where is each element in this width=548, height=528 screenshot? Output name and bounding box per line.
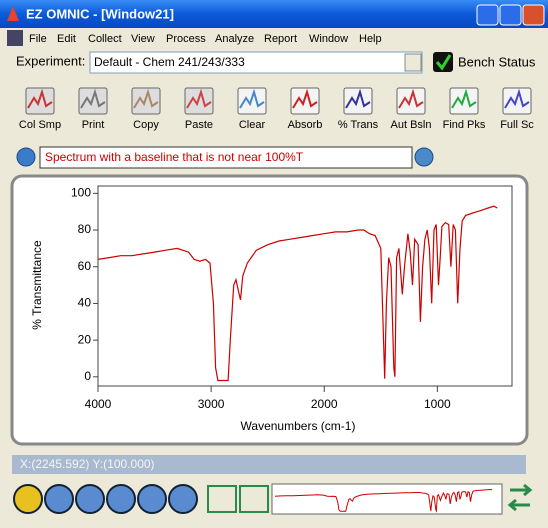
menu-item[interactable]: File (29, 33, 47, 45)
window-title: EZ OMNIC - [Window21] (26, 6, 174, 21)
view-tool[interactable] (13, 484, 43, 514)
close-button[interactable] (522, 4, 545, 26)
status-bar (12, 455, 526, 474)
view-tool[interactable] (168, 484, 198, 514)
minimize-button[interactable] (476, 4, 499, 26)
experiment-value: Default - Chem 241/243/333 (94, 55, 245, 69)
menu-item[interactable]: Collect (88, 33, 122, 45)
tool-glyph (239, 88, 265, 109)
y-tick-label: 20 (78, 332, 92, 346)
tool-glyph (292, 88, 318, 109)
y-tick-label: 60 (78, 259, 92, 273)
x-tick-label: 1000 (424, 397, 451, 411)
x-tick-label: 4000 (85, 397, 112, 411)
menu-item[interactable]: Help (359, 33, 382, 45)
tool-glyph (27, 88, 53, 109)
view-tool[interactable] (137, 484, 167, 514)
tool-label[interactable]: Full Sc (500, 119, 534, 131)
y-tick-label: 100 (71, 186, 91, 200)
tool-label[interactable]: Col Smp (19, 119, 61, 131)
tool-label[interactable]: Absorb (288, 119, 323, 131)
dropdown-arrow[interactable] (404, 53, 422, 72)
overview-line (274, 488, 493, 513)
tool-label[interactable]: Clear (239, 119, 266, 131)
tool-label[interactable]: Aut Bsln (391, 119, 432, 131)
tool-glyph (186, 88, 212, 109)
menu-item[interactable]: Analyze (215, 33, 254, 45)
y-tick-label: 40 (78, 296, 92, 310)
plot-frame (97, 185, 513, 387)
title-bar (0, 0, 548, 28)
x-axis-label: Wavenumbers (cm-1) (241, 419, 356, 433)
menu-item[interactable]: Window (309, 33, 348, 45)
filter-icon[interactable] (414, 147, 434, 167)
app-icon (7, 6, 19, 21)
view-tool[interactable] (44, 484, 74, 514)
info-text: Spectrum with a baseline that is not nea… (45, 150, 304, 164)
view-tool[interactable] (75, 484, 105, 514)
tool-glyph (80, 88, 106, 109)
bench-check (435, 54, 452, 71)
y-axis-label: % Transmittance (30, 240, 44, 330)
tool-glyph (504, 88, 530, 109)
menu-item[interactable]: Report (264, 33, 297, 45)
menu-item[interactable]: Edit (57, 33, 76, 45)
tool-glyph (345, 88, 371, 109)
maximize-button[interactable] (499, 4, 522, 26)
menu-item[interactable]: Process (166, 33, 206, 45)
tool-label[interactable]: % Trans (338, 119, 379, 131)
tool-glyph (451, 88, 477, 109)
experiment-dropdown[interactable] (89, 51, 423, 74)
x-tick-label: 3000 (198, 397, 225, 411)
x-tick-label: 2000 (311, 397, 338, 411)
doc-icon (7, 30, 23, 46)
tool-glyph (398, 88, 424, 109)
swap-icon[interactable] (507, 483, 533, 512)
tool-label[interactable]: Find Pks (443, 119, 486, 131)
tool-label[interactable]: Copy (133, 119, 159, 131)
bench-status[interactable]: Bench Status (458, 54, 536, 69)
status-text: X:(2245.592) Y:(100.000) (20, 457, 155, 471)
zoom-v[interactable] (239, 485, 269, 513)
overview-box[interactable] (271, 483, 503, 515)
spectrum-line (97, 205, 498, 382)
menu-item[interactable]: View (131, 33, 155, 45)
tool-label[interactable]: Print (82, 119, 105, 131)
view-tool[interactable] (106, 484, 136, 514)
info-icon (16, 147, 36, 167)
y-tick-label: 80 (78, 222, 92, 236)
info-box[interactable] (39, 146, 413, 169)
zoom-h[interactable] (207, 485, 237, 513)
tool-label[interactable]: Paste (185, 119, 213, 131)
y-tick-label: 0 (84, 369, 91, 383)
experiment-label: Experiment: (16, 53, 85, 68)
tool-glyph (133, 88, 159, 109)
